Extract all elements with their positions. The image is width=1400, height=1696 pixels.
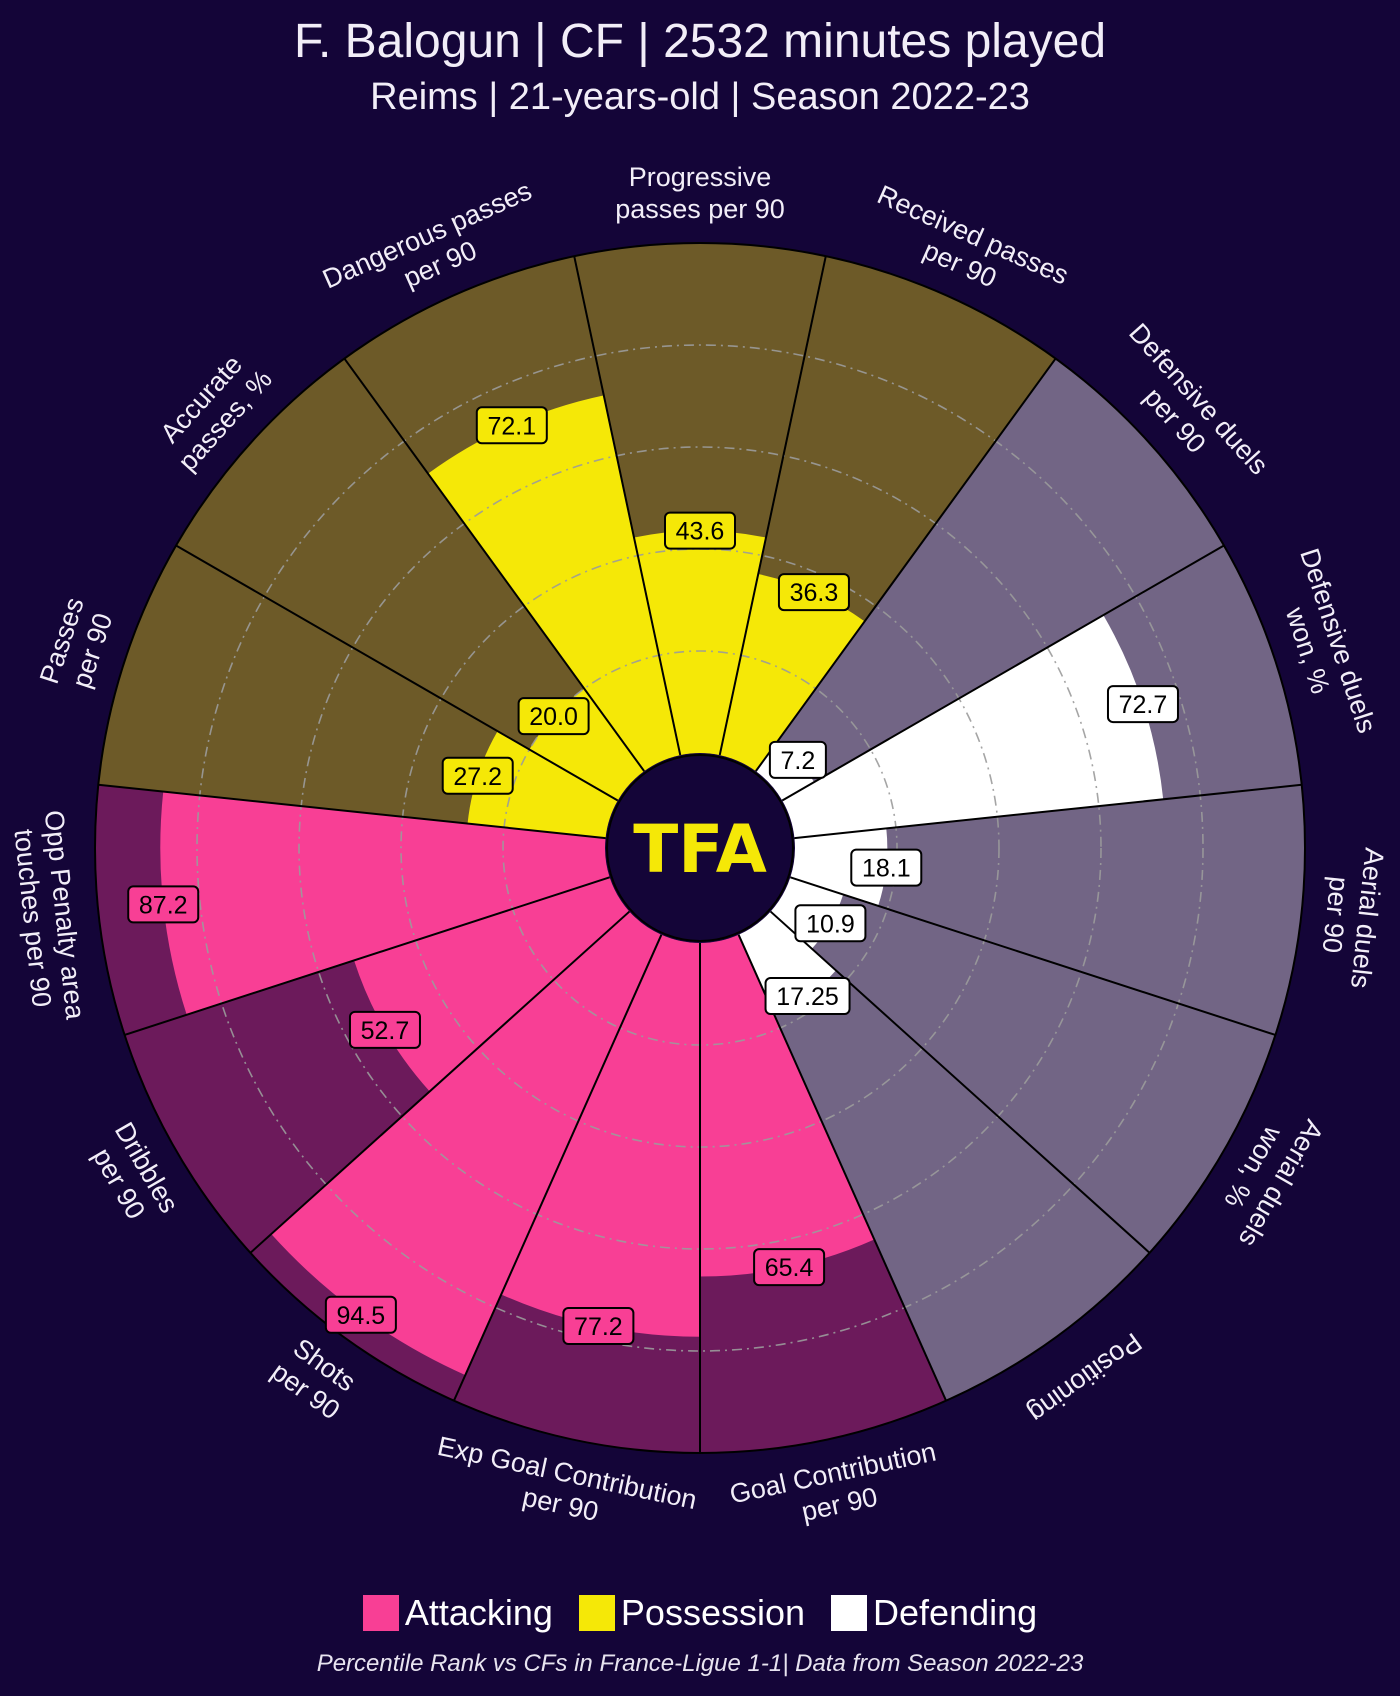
value-label-opp-penalty-area-touches-per-90: 87.2 [127,885,200,924]
slice-dribbles-per-90 [354,877,630,1092]
divider-12 [794,783,1302,840]
slice-defensive-duels-won [782,615,1164,839]
value-label-exp-goal-contribution-per-90: 77.2 [562,1307,635,1346]
svg-text:65.4: 65.4 [765,1254,814,1282]
slice-progressive-passes-per-90 [634,530,766,756]
value-label-aerial-duels-won: 10.9 [794,904,867,943]
legend-item-possession: Possession [578,1592,806,1634]
footnote: Percentile Rank vs CFs in France-Ligue 1… [316,1650,1084,1677]
chart-subtitle: Reims | 21-years-old | Season 2022-23 [370,76,1030,118]
slice-bg-progressive-passes-per-90 [574,242,826,756]
svg-text:18.1: 18.1 [862,855,911,883]
svg-text:72.1: 72.1 [487,412,536,440]
slice-shots-per-90 [271,911,662,1376]
svg-text:43.6: 43.6 [676,518,725,546]
svg-text:17.25: 17.25 [776,983,839,1011]
logo-circle [606,754,794,942]
value-label-goal-contribution-per-90: 65.4 [753,1248,826,1287]
category-label-goal-contribution-per-90: Goal Contributionper 90 [727,1437,945,1541]
category-label-progressive-passes-per-90: Progressive passes per 90 [615,162,785,224]
svg-text:10.9: 10.9 [806,910,855,938]
legend-swatch-defending [831,1595,868,1631]
divider-4 [124,876,610,1036]
divider-14 [769,910,1151,1254]
svg-text:27.2: 27.2 [453,763,502,791]
svg-text:72.7: 72.7 [1119,691,1168,719]
svg-text:7.2: 7.2 [781,747,816,775]
value-label-dangerous-passes-per-90: 72.1 [475,406,548,445]
slice-goal-contribution-per-90 [700,934,875,1277]
divider-9 [718,256,827,756]
category-label-aerial-duels-per-90: Aerial duelsper 90 [1313,843,1389,990]
legend: Attacking Possession Defending [0,1592,1400,1634]
slice-exp-goal-contribution-per-90 [501,934,700,1337]
value-label-accurate-passes: 20.0 [517,697,590,736]
slice-bg-defensive-duels-per-90 [755,358,1224,801]
slice-bg-positioning [738,911,1150,1401]
gridline-60 [298,446,1102,1250]
slice-opp-penalty-area-touches-per-90 [160,791,610,1015]
svg-text:52.7: 52.7 [361,1017,410,1045]
category-label-opp-penalty-area-touches-per-90: Opp Penalty areatouches per 90 [7,809,91,1025]
legend-label-attacking: Attacking [404,1592,553,1633]
value-label-defensive-duels-per-90: 7.2 [768,740,827,779]
slice-bg-accurate-passes [176,358,645,801]
divider-6 [175,544,619,802]
svg-text:20.0: 20.0 [529,703,578,731]
slice-dangerous-passes-per-90 [428,395,681,772]
legend-swatch-attacking [362,1595,399,1631]
logo-text: TFA [633,811,767,888]
category-label-shots-per-90: Shotsper 90 [266,1330,364,1425]
value-label-positioning: 17.25 [764,977,851,1016]
divider-13 [790,876,1276,1036]
value-label-defensive-duels-won: 72.7 [1106,685,1179,724]
legend-swatch-possession [578,1595,615,1631]
svg-text:36.3: 36.3 [790,579,839,607]
value-label-received-passes-per-90: 36.3 [777,573,850,612]
divider-8 [573,256,682,756]
legend-label-defending: Defending [873,1592,1038,1633]
value-label-shots-per-90: 94.5 [324,1295,397,1334]
value-label-passes-per-90: 27.2 [441,756,514,795]
value-label-aerial-duels-per-90: 18.1 [850,848,923,887]
divider-5 [98,783,606,840]
divider-10 [755,357,1057,772]
value-label-dribbles-per-90: 52.7 [348,1010,421,1049]
outer-ring [94,242,1306,1454]
divider-7 [343,357,645,772]
chart-title: F. Balogun | CF | 2532 minutes played [293,15,1107,68]
svg-text:94.5: 94.5 [337,1302,386,1330]
category-label-passes-per-90: Passesper 90 [34,594,120,697]
divider-11 [781,544,1225,802]
slice-bg-aerial-duels-per-90 [790,784,1306,1035]
divider-3 [249,910,631,1254]
svg-text:77.2: 77.2 [574,1313,623,1341]
gridline-80 [196,344,1204,1352]
slice-received-passes-per-90 [719,573,865,772]
divider-2 [453,934,663,1402]
slice-bg-aerial-duels-won [770,877,1276,1253]
svg-text:87.2: 87.2 [139,891,188,919]
legend-item-defending: Defending [831,1592,1037,1634]
legend-label-possession: Possession [620,1592,806,1633]
tfa-logo: TFA [606,754,794,942]
value-label-progressive-passes-per-90: 43.6 [664,511,736,550]
legend-item-attacking: Attacking [362,1592,553,1634]
